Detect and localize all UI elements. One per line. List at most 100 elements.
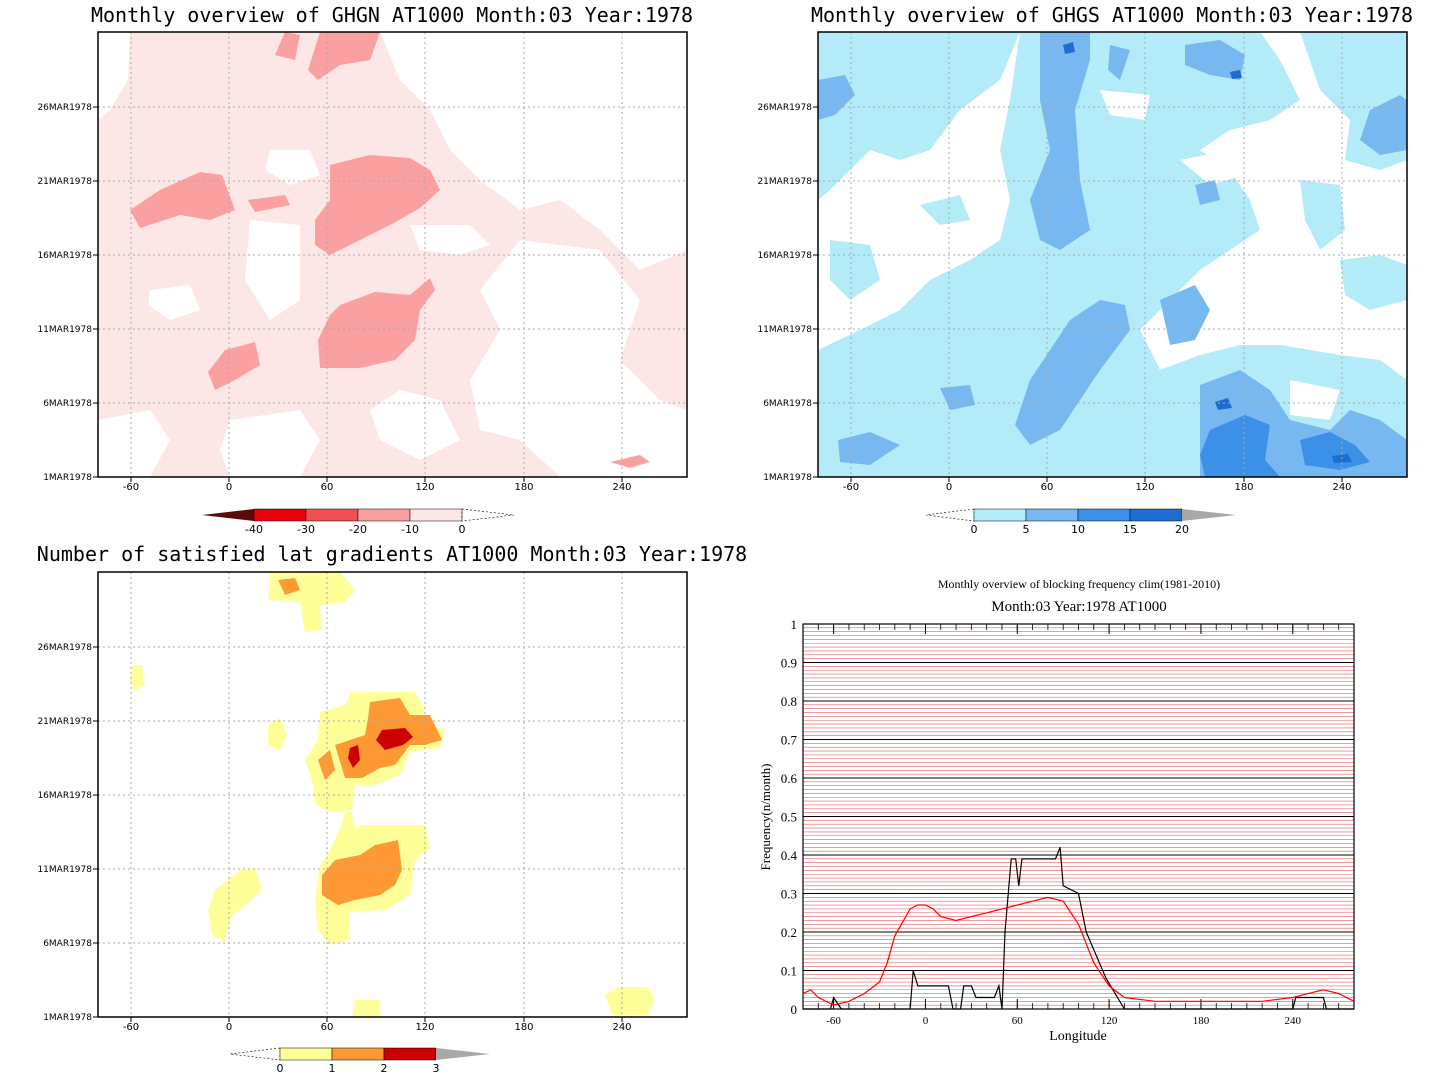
ghgs-colorbar: 0 5 10 15 20 xyxy=(925,508,1236,536)
x-tick-label: 60 xyxy=(1041,482,1054,493)
ghgs-blue-region xyxy=(1195,180,1220,205)
colorbar-swatch xyxy=(925,508,975,522)
ghgs-x-ticks: -60 0 60 120 180 240 xyxy=(843,477,1352,493)
ghgs-blue-region xyxy=(1030,32,1090,250)
colorbar-label: 10 xyxy=(1071,523,1085,536)
ghgs-dark-region xyxy=(1063,42,1075,54)
x-tick-label: 240 xyxy=(1332,482,1351,493)
x-tick-label: 120 xyxy=(1101,1015,1118,1027)
x-tick-label: 60 xyxy=(321,1022,334,1033)
ghgn-x-ticks: -60 0 60 120 180 240 xyxy=(123,477,632,493)
y-tick-label: 26MAR1978 xyxy=(757,103,812,113)
colorbar-label: -40 xyxy=(245,523,263,536)
y-tick-label: 6MAR1978 xyxy=(43,399,92,409)
colorbar-swatch xyxy=(279,1047,333,1061)
colorbar-swatch xyxy=(1129,508,1183,522)
y-tick-label: 0.9 xyxy=(781,656,797,671)
colorbar-swatch xyxy=(1025,508,1079,522)
x-tick-label: 120 xyxy=(415,1022,434,1033)
ghgs-contours xyxy=(818,32,1407,477)
ghgs-blue-region xyxy=(1015,300,1130,445)
x-tick-label: 120 xyxy=(1135,482,1154,493)
blocking-chart: Monthly overview of blocking frequency c… xyxy=(758,577,1355,1044)
x-tick-label: 0 xyxy=(923,1015,929,1027)
x-tick-label: 240 xyxy=(612,1022,631,1033)
x-tick-label: -60 xyxy=(826,1015,841,1027)
chart-subtitle: Month:03 Year:1978 AT1000 xyxy=(991,599,1166,615)
ghgn-pink-region xyxy=(315,155,440,255)
ghgs-blue-region xyxy=(1185,40,1245,80)
y-tick-label: 1 xyxy=(791,617,798,632)
colorbar-swatch xyxy=(1077,508,1131,522)
gradients-orange-region xyxy=(318,750,335,780)
y-tick-label: 0.1 xyxy=(781,964,797,979)
gradients-x-ticks: -60 0 60 120 180 240 xyxy=(123,1017,632,1033)
ghgs-cyan-region xyxy=(920,195,970,225)
colorbar-label: -30 xyxy=(297,523,315,536)
colorbar-label: 0 xyxy=(277,1062,284,1075)
x-tick-label: 60 xyxy=(321,482,334,493)
x-tick-label: 180 xyxy=(514,482,533,493)
x-tick-label: 180 xyxy=(514,1022,533,1033)
ghgn-pink-region xyxy=(318,278,435,368)
ghgn-y-ticks: 1MAR1978 6MAR1978 11MAR1978 16MAR1978 21… xyxy=(37,103,98,483)
y-tick-label: 1MAR1978 xyxy=(43,473,92,483)
colorbar-label: 5 xyxy=(1023,523,1030,536)
ghgn-white-region xyxy=(245,220,300,320)
x-tick-label: 0 xyxy=(226,1022,232,1033)
ghgn-title: Monthly overview of GHGN AT1000 Month:03… xyxy=(91,3,693,27)
ghgs-white-hole xyxy=(1290,380,1340,420)
y-tick-label: 16MAR1978 xyxy=(757,251,812,261)
y-tick-label: 16MAR1978 xyxy=(37,791,92,801)
ghgs-y-ticks: 1MAR1978 6MAR1978 11MAR1978 16MAR1978 21… xyxy=(757,103,818,483)
x-tick-label: -60 xyxy=(123,1022,139,1033)
ghgs-white-hole xyxy=(1100,90,1150,120)
gradients-y-ticks: 1MAR1978 6MAR1978 11MAR1978 16MAR1978 21… xyxy=(37,643,98,1023)
x-tick-label: 240 xyxy=(1285,1015,1302,1027)
colorbar-label: 3 xyxy=(433,1062,440,1075)
x-tick-label: 180 xyxy=(1193,1015,1210,1027)
colorbar-swatch xyxy=(357,508,411,522)
ghgs-blue-region xyxy=(1360,95,1407,155)
ghgn-contours xyxy=(98,32,687,477)
gradients-orange-region xyxy=(322,840,402,905)
colorbar-label: -10 xyxy=(401,523,419,536)
ghgn-white-region xyxy=(220,410,320,477)
gradients-panel: Number of satisfied lat gradients AT1000… xyxy=(37,542,747,1075)
colorbar-label: 20 xyxy=(1175,523,1189,536)
x-tick-label: 240 xyxy=(612,482,631,493)
gradients-orange-region xyxy=(278,578,300,595)
line-chart-layer: 0 0.1 0.2 0.3 0.4 0.5 0.6 0.7 0.8 0.9 1 -60 0 60 120 18… xyxy=(781,617,1355,1027)
colorbar-swatch xyxy=(253,508,307,522)
chart-title: Monthly overview of blocking frequency c… xyxy=(938,577,1220,591)
colorbar-label: 0 xyxy=(459,523,466,536)
y-tick-label: 0.7 xyxy=(781,733,798,748)
colorbar-swatch xyxy=(409,508,463,522)
colorbar-label: 0 xyxy=(971,523,978,536)
ghgn-colorbar: -40 -30 -20 -10 0 xyxy=(202,508,515,536)
ghgn-white-region xyxy=(148,285,200,320)
x-axis-label: Longitude xyxy=(1049,1029,1107,1044)
plot-frame xyxy=(802,623,1355,1010)
ghgn-pink-region xyxy=(248,195,290,212)
gradients-yellow-region xyxy=(130,665,144,692)
y-tick-label: 0.6 xyxy=(781,771,798,786)
ghgn-pink-region xyxy=(610,455,650,468)
gradients-title: Number of satisfied lat gradients AT1000… xyxy=(37,542,747,566)
y-tick-label: 26MAR1978 xyxy=(37,643,92,653)
ghgs-cyan-region xyxy=(1340,255,1407,310)
ghgs-cyan-region xyxy=(818,32,1020,200)
y-tick-label: 0.5 xyxy=(781,810,797,825)
colorbar-swatch xyxy=(229,1047,281,1061)
ghgs-blue-region xyxy=(1108,45,1130,80)
y-tick-label: 0.4 xyxy=(781,848,798,863)
colorbar-label: 2 xyxy=(381,1062,388,1075)
x-tick-label: -60 xyxy=(843,482,859,493)
y-tick-label: 21MAR1978 xyxy=(37,717,92,727)
ghgn-pink-region xyxy=(208,342,260,390)
y-tick-label: 0.2 xyxy=(781,925,797,940)
y-tick-label: 26MAR1978 xyxy=(37,103,92,113)
y-tick-label: 1MAR1978 xyxy=(763,473,812,483)
ghgn-white-region xyxy=(98,410,170,477)
y-tick-label: 21MAR1978 xyxy=(37,177,92,187)
